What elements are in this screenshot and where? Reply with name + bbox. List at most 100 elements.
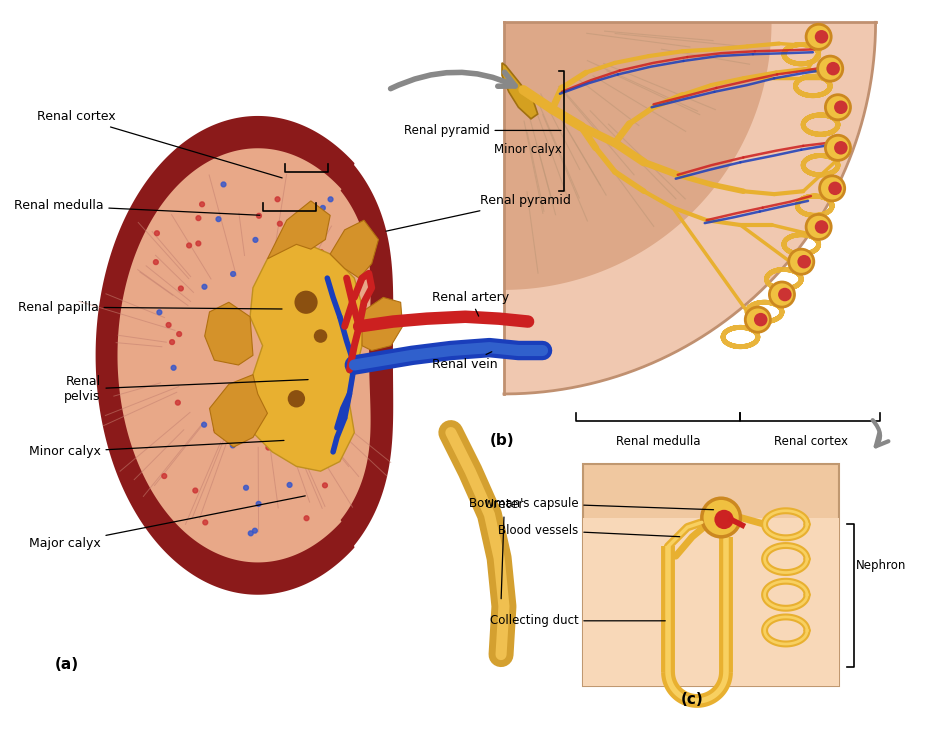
Circle shape	[319, 250, 323, 255]
Text: Blood vessels: Blood vessels	[498, 523, 679, 537]
Circle shape	[166, 323, 171, 327]
Polygon shape	[362, 297, 403, 350]
Circle shape	[171, 366, 176, 370]
Circle shape	[826, 135, 851, 161]
Circle shape	[322, 483, 327, 488]
Circle shape	[157, 310, 162, 315]
Text: Nephron: Nephron	[857, 559, 907, 572]
Circle shape	[306, 285, 311, 289]
Text: Renal pyramid: Renal pyramid	[404, 124, 561, 137]
FancyArrowPatch shape	[872, 420, 888, 446]
Text: Renal cortex: Renal cortex	[774, 434, 848, 447]
Circle shape	[362, 302, 366, 307]
Circle shape	[806, 24, 831, 50]
Text: Collecting duct: Collecting duct	[489, 615, 665, 627]
Polygon shape	[330, 220, 378, 278]
Circle shape	[331, 405, 336, 410]
Circle shape	[253, 237, 258, 242]
Circle shape	[834, 141, 847, 155]
Polygon shape	[210, 374, 267, 447]
Circle shape	[231, 272, 236, 277]
Circle shape	[256, 213, 261, 218]
Circle shape	[298, 425, 303, 430]
Circle shape	[256, 502, 261, 507]
Circle shape	[155, 231, 159, 236]
Circle shape	[815, 30, 829, 44]
Polygon shape	[502, 63, 538, 119]
Circle shape	[827, 62, 840, 75]
Circle shape	[778, 288, 791, 301]
Circle shape	[196, 241, 200, 246]
Circle shape	[746, 307, 771, 332]
Circle shape	[288, 390, 305, 407]
Circle shape	[248, 531, 254, 536]
Circle shape	[819, 176, 844, 201]
Circle shape	[309, 420, 314, 425]
Circle shape	[826, 95, 851, 120]
Circle shape	[224, 429, 228, 434]
Circle shape	[333, 348, 338, 353]
Circle shape	[213, 427, 218, 432]
Circle shape	[162, 474, 167, 478]
Circle shape	[203, 520, 208, 525]
Polygon shape	[96, 116, 393, 595]
Circle shape	[327, 456, 332, 460]
Circle shape	[278, 221, 282, 226]
Text: Renal medulla: Renal medulla	[14, 199, 260, 215]
Circle shape	[321, 206, 325, 210]
Polygon shape	[205, 302, 253, 365]
Circle shape	[175, 400, 180, 405]
FancyArrowPatch shape	[391, 72, 515, 88]
Circle shape	[715, 510, 733, 529]
Text: Renal cortex: Renal cortex	[37, 110, 282, 178]
Text: Renal papilla: Renal papilla	[18, 301, 282, 314]
Circle shape	[321, 426, 325, 430]
Circle shape	[253, 529, 257, 533]
Circle shape	[199, 202, 204, 207]
Circle shape	[806, 215, 831, 239]
Circle shape	[335, 295, 340, 300]
Polygon shape	[117, 148, 371, 562]
Polygon shape	[583, 464, 839, 686]
Circle shape	[186, 243, 192, 248]
Text: Renal artery: Renal artery	[432, 291, 509, 316]
Text: Ureter: Ureter	[485, 499, 524, 599]
Circle shape	[230, 443, 235, 447]
Circle shape	[295, 291, 318, 314]
Circle shape	[817, 56, 843, 81]
Circle shape	[815, 220, 829, 234]
Circle shape	[270, 437, 275, 442]
Text: Bowman's capsule: Bowman's capsule	[469, 496, 714, 510]
Circle shape	[154, 260, 158, 264]
Polygon shape	[267, 201, 330, 259]
Polygon shape	[583, 518, 839, 686]
Circle shape	[170, 339, 174, 345]
Circle shape	[328, 197, 333, 201]
Circle shape	[754, 313, 767, 326]
Polygon shape	[504, 23, 875, 394]
Circle shape	[266, 445, 271, 450]
Circle shape	[196, 215, 200, 220]
Text: Major calyx: Major calyx	[29, 496, 306, 550]
Circle shape	[201, 423, 207, 427]
Circle shape	[216, 217, 221, 222]
Polygon shape	[504, 23, 875, 394]
Text: (a): (a)	[55, 657, 79, 672]
Text: Minor calyx: Minor calyx	[494, 143, 562, 156]
Text: (c): (c)	[680, 692, 703, 707]
Circle shape	[770, 282, 794, 307]
Circle shape	[834, 101, 847, 114]
Text: Renal medulla: Renal medulla	[616, 434, 701, 447]
Circle shape	[275, 197, 280, 201]
Circle shape	[221, 182, 226, 187]
Text: Renal pyramid: Renal pyramid	[386, 194, 570, 231]
Circle shape	[300, 262, 305, 267]
Circle shape	[308, 439, 312, 444]
Polygon shape	[248, 239, 364, 471]
Circle shape	[243, 485, 249, 490]
Text: (b): (b)	[489, 433, 514, 448]
Circle shape	[314, 329, 327, 343]
Circle shape	[178, 286, 184, 291]
Circle shape	[202, 285, 207, 289]
Circle shape	[193, 488, 198, 493]
